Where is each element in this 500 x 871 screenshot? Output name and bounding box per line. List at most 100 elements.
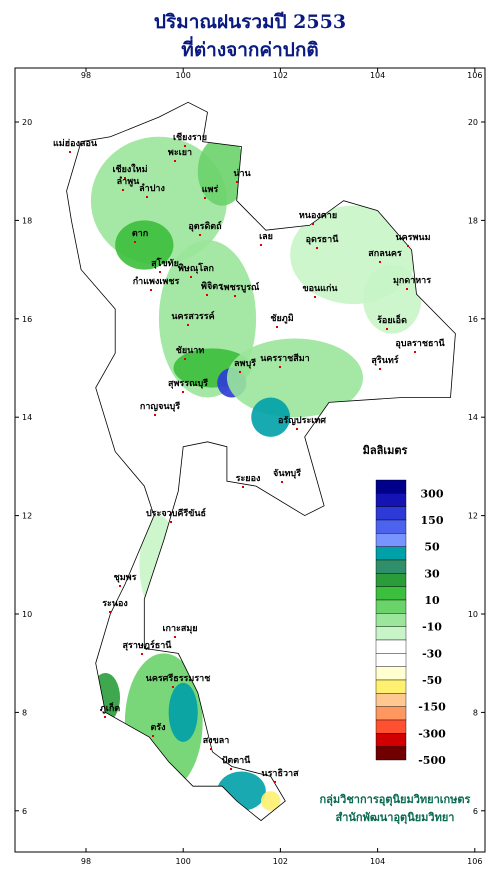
x-tick-label: 100 <box>176 71 191 80</box>
y-tick-label: 16 <box>468 315 478 324</box>
legend-label: -50 <box>422 674 442 687</box>
y-tick-label: 20 <box>468 118 478 127</box>
place-label: กาญจนบุรี <box>140 401 180 412</box>
station-dot <box>206 294 208 296</box>
station-dot <box>316 247 318 249</box>
place-label: ปัตตานี <box>222 755 251 766</box>
place-label: พะเยา <box>168 148 192 158</box>
station-dot <box>276 326 278 328</box>
place-label: ระนอง <box>102 599 128 609</box>
station-dot <box>174 160 176 162</box>
x-tick-label: 98 <box>81 857 91 866</box>
legend-title: มิลลิเมตร <box>363 444 408 457</box>
station-dot <box>150 289 152 291</box>
place-label: สงขลา <box>203 736 230 746</box>
legend-swatch <box>375 599 407 614</box>
place-label: มุกดาหาร <box>393 276 431 286</box>
legend-swatch <box>375 679 407 694</box>
rain-area <box>260 791 281 811</box>
station-dot <box>154 414 156 416</box>
place-label: เชียงใหม่ <box>112 163 147 175</box>
y-tick-label: 20 <box>22 118 32 127</box>
station-dot <box>124 177 126 179</box>
place-label: เชียงราย <box>173 132 207 143</box>
legend-swatch <box>375 733 407 747</box>
station-dot <box>134 241 136 243</box>
station-dot <box>242 486 244 488</box>
place-label: กำแพงเพชร <box>133 276 180 287</box>
place-label: เกาะสมุย <box>162 624 197 634</box>
place-label: ร้อยเอ็ด <box>377 313 407 326</box>
legend-label: -30 <box>422 647 442 660</box>
y-tick-label: 6 <box>22 807 27 816</box>
place-label: สุพรรณบุรี <box>168 378 208 389</box>
y-tick-label: 18 <box>22 216 32 225</box>
place-label: เพชรบูรณ์ <box>221 281 260 293</box>
y-tick-label: 8 <box>473 708 478 717</box>
station-dot <box>379 261 381 263</box>
station-dot <box>274 781 276 783</box>
legend-swatch <box>375 546 407 561</box>
legend-swatch <box>375 559 407 574</box>
title-line: ปริมาณฝนรวมปี 2553 <box>154 11 346 33</box>
legend-label: 300 <box>421 487 444 500</box>
station-dot <box>312 223 314 225</box>
y-tick-label: 18 <box>468 216 478 225</box>
legend-swatch <box>375 666 407 681</box>
place-label: สุโขทัย <box>151 257 179 269</box>
station-dot <box>386 328 388 330</box>
place-label: ตาก <box>132 229 148 239</box>
legend-swatch <box>375 573 407 587</box>
place-label: ระยอง <box>236 474 261 484</box>
place-label: นครพนม <box>395 233 430 243</box>
place-label: นครศรีธรรมราช <box>146 673 211 684</box>
station-dot <box>230 768 232 770</box>
legend-swatch <box>375 613 407 627</box>
station-dot <box>239 371 241 373</box>
place-label: น่าน <box>233 168 251 179</box>
legend-swatch <box>375 479 407 494</box>
legend-label: 50 <box>424 541 440 554</box>
station-dot <box>314 296 316 298</box>
station-dot <box>234 295 236 297</box>
legend-swatch <box>375 639 407 654</box>
y-tick-label: 10 <box>468 610 478 619</box>
station-dot <box>152 735 154 737</box>
x-tick-label: 102 <box>273 857 288 866</box>
station-dot <box>69 151 71 153</box>
legend-swatch <box>375 719 407 734</box>
x-tick-label: 106 <box>467 857 482 866</box>
place-label: แม่ฮ่องสอน <box>53 138 98 149</box>
place-label: ภูเก็ต <box>100 701 120 714</box>
legend-label: 30 <box>424 567 440 580</box>
rain-area <box>226 338 364 418</box>
place-label: อุตรดิตถ์ <box>188 220 221 232</box>
station-dot <box>184 358 186 360</box>
place-label: นราธิวาส <box>261 768 299 779</box>
station-dot <box>146 196 148 198</box>
credit: สำนักพัฒนาอุตุนิยมวิทยา <box>336 811 455 825</box>
place-label: ลำปาง <box>139 183 165 194</box>
legend-swatch <box>375 693 407 707</box>
legend-label: -10 <box>422 621 442 634</box>
station-dot <box>281 481 283 483</box>
y-tick-label: 16 <box>22 315 32 324</box>
y-tick-label: 10 <box>22 610 32 619</box>
place-label: ขอนแก่น <box>302 283 338 294</box>
x-tick-label: 104 <box>370 71 385 80</box>
station-dot <box>109 611 111 613</box>
place-label: แพร่ <box>202 184 219 195</box>
place-label: สุราษฎร์ธานี <box>123 639 173 651</box>
station-dot <box>172 686 174 688</box>
legend-label: 150 <box>421 514 444 527</box>
y-tick-label: 12 <box>22 512 32 521</box>
place-label: ประจวบคีรีขันธ์ <box>146 507 206 519</box>
place-label: ตรัง <box>150 722 165 733</box>
land <box>66 101 456 822</box>
station-dot <box>159 271 161 273</box>
place-label: ลำพูน <box>117 176 141 187</box>
place-label: ชัยนาท <box>176 345 205 356</box>
y-tick-label: 6 <box>473 807 478 816</box>
place-label: สกลนคร <box>368 249 402 259</box>
station-dot <box>236 181 238 183</box>
